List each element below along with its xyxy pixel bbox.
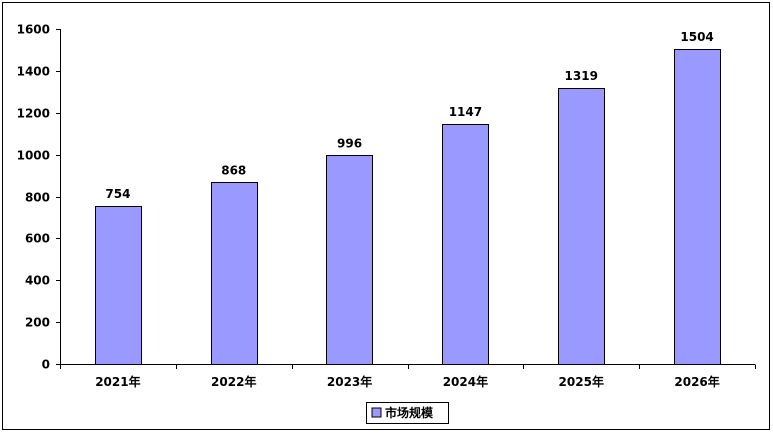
bar [558,88,605,365]
bars [95,49,721,365]
bar [674,49,721,365]
legend-box [366,402,449,424]
bar [211,182,258,365]
legend: 市场规模 [366,402,449,424]
x-tick-label: 2022年 [211,374,256,389]
y-tick-label: 1200 [17,107,50,121]
y-tick-label: 600 [25,232,50,246]
x-tick-label: 2023年 [327,374,372,389]
y-tick-label: 1400 [17,65,50,79]
y-tick-label: 0 [42,358,50,372]
bar [442,124,489,365]
y-tick-label: 400 [25,274,50,288]
x-tick-label: 2024年 [443,374,488,389]
data-labels: 754 868 996 1147 1319 1504 [105,30,713,201]
y-tick-label: 200 [25,316,50,330]
data-label: 1504 [680,30,713,44]
data-label: 996 [337,136,362,150]
y-axis: 0 200 400 600 800 1000 1200 1400 1600 [17,23,61,372]
bar [95,206,142,365]
y-tick-label: 1000 [17,149,50,163]
data-label: 754 [105,187,130,201]
bar [326,155,373,365]
legend-swatch [371,407,382,418]
data-label: 868 [221,163,246,177]
y-tick-label: 800 [25,191,50,205]
x-tick-label: 2025年 [559,374,604,389]
y-tick-label: 1600 [17,23,50,37]
x-axis: 2021年 2022年 2023年 2024年 2025年 2026年 [60,364,756,389]
x-tick-label: 2021年 [95,374,140,389]
legend-label: 市场规模 [385,405,434,420]
x-tick-label: 2026年 [674,374,719,389]
data-label: 1319 [565,69,598,83]
data-label: 1147 [449,105,482,119]
